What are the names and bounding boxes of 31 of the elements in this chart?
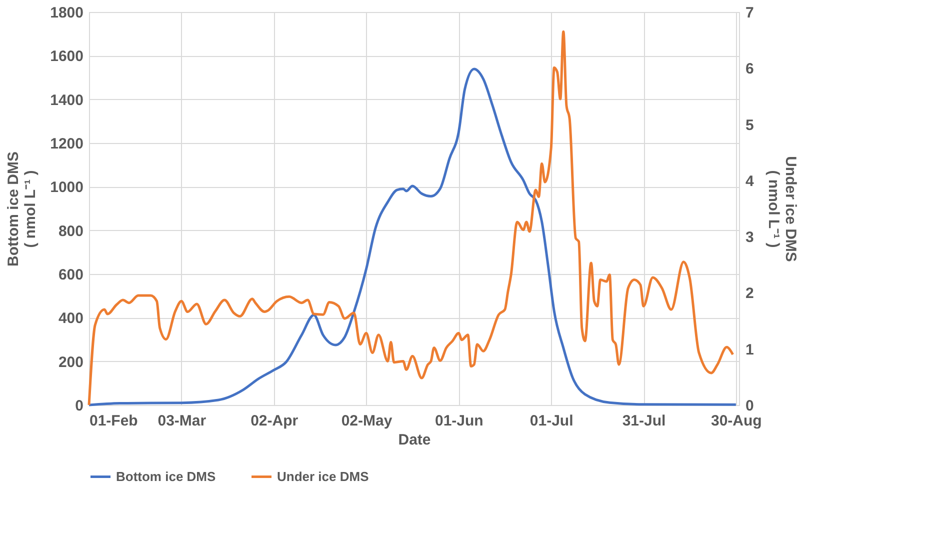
y2-axis-title: Under ice DMS ( nmol L⁻¹ ) (764, 156, 799, 262)
x-tick-label: 01-Jun (434, 412, 484, 430)
y2-tick-label: 2 (746, 285, 754, 302)
y-tick-label: 800 (58, 222, 84, 240)
y-tick-label: 1200 (50, 136, 84, 152)
y2-tick-label: 6 (746, 60, 754, 78)
x-axis-title: Date (398, 432, 431, 448)
y-tick-label: 1800 (50, 4, 84, 22)
y2-tick-label: 5 (746, 116, 754, 134)
x-tick-label: 03-Mar (158, 412, 206, 430)
x-tick-label: 01-Feb (90, 412, 138, 430)
y2-tick-label: 1 (746, 341, 754, 358)
y-tick-label: 1400 (50, 92, 84, 109)
y-tick-label: 0 (75, 398, 84, 414)
y-tick-label: 600 (58, 266, 84, 284)
x-tick-label: 30-Aug (711, 412, 762, 430)
y-tick-label: 1600 (50, 48, 84, 66)
x-tick-label: 31-Jul (622, 412, 666, 430)
y2-tick-label: 4 (746, 172, 754, 190)
y-tick-label: 1000 (50, 179, 84, 196)
x-tick-label: 02-Apr (250, 412, 298, 430)
y2-tick-label: 3 (746, 229, 754, 246)
y2-tick-label: 7 (746, 4, 754, 22)
y-tick-label: 400 (58, 310, 84, 328)
y-axis-title: Bottom ice DMS ( nmol L⁻¹ ) (5, 151, 40, 267)
legend-label: Under ice DMS (277, 468, 370, 484)
x-tick-label: 02-May (341, 412, 393, 430)
y-tick-label: 200 (58, 354, 84, 371)
legend-label: Bottom ice DMS (116, 468, 216, 484)
y2-tick-label: 0 (746, 398, 754, 414)
x-tick-label: 01-Jul (530, 412, 574, 430)
